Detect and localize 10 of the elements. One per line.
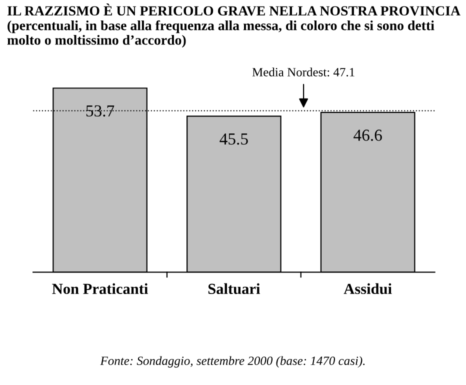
chart-title: IL RAZZISMO È UN PERICOLO GRAVE NELLA NOSTRA PROVINCIA	[7, 4, 460, 16]
data-label: 45.5	[220, 133, 248, 145]
chart-subtitle: (percentuali, in base alla frequenza alla messa, di coloro che si sono detti molto o moltissimo d’accordo)	[7, 20, 434, 48]
source-note: Fonte: Sondaggio, settembre 2000 (base: 1470 casi).	[100, 356, 365, 368]
x-tick-label: Non Praticanti	[52, 283, 148, 294]
x-tick-label: Saltuari	[208, 283, 260, 294]
data-label: 53.7	[86, 105, 114, 117]
ref-line-label: Media Nordest: 47.1	[252, 68, 354, 76]
data-label: 46.6	[354, 130, 382, 141]
x-tick-label: Assidui	[344, 283, 392, 294]
